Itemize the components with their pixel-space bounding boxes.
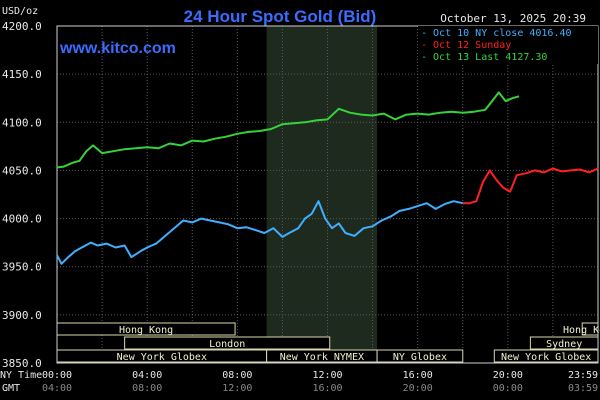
series-line-2 <box>56 91 520 169</box>
y-tick-label: 4000.0 <box>2 213 42 226</box>
x-tick-label-ny: 16:00 <box>403 370 433 381</box>
series-lines <box>56 91 599 265</box>
x-tick-label-gmt: 12:00 <box>222 383 252 394</box>
x-tick-label-ny: 23:59 <box>568 370 598 381</box>
y-tick-label: 3850.0 <box>2 357 42 370</box>
x-tick-label-gmt: 04:00 <box>42 383 72 394</box>
y-tick-label: 4100.0 <box>2 116 42 129</box>
x-tick-label-gmt: 20:00 <box>403 383 433 394</box>
x-tick-label-ny: 12:00 <box>312 370 342 381</box>
series-line-0 <box>56 200 464 265</box>
y-tick-label: 3950.0 <box>2 261 42 274</box>
x-tick-label-ny: 08:00 <box>222 370 252 381</box>
y-tick-label: 4200.0 <box>2 20 42 33</box>
plot-frame <box>56 25 599 364</box>
y-tick-label: 4150.0 <box>2 68 42 81</box>
legend: - Oct 10 NY close 4016.40- Oct 12 Sunday… <box>418 26 598 64</box>
session-label: New York NYMEX <box>280 352 364 363</box>
x-tick-labels: NY Time GMT 00:00 04:00 04:00 08:00 08:00 12:00… <box>0 370 598 394</box>
x-tick-label-gmt: 16:00 <box>312 383 342 394</box>
session-label: Hong Kong <box>119 325 173 336</box>
session-box <box>124 336 331 350</box>
nymex-shaded-region <box>266 26 378 363</box>
session-label: London <box>209 339 245 350</box>
x-tick-label-gmt: 00:00 <box>493 383 523 394</box>
session-box <box>376 349 464 363</box>
x-axis-gmt-label: GMT <box>2 383 20 394</box>
trading-sessions: Hong Kong Hong Kong London Sydney New York G… <box>56 322 600 363</box>
x-tick-label-gmt: 03:59 <box>568 383 598 394</box>
watermark: www.kitco.com <box>59 40 176 57</box>
legend-entry: - Oct 13 Last 4127.30 <box>421 52 547 63</box>
chart-title: 24 Hour Spot Gold (Bid) <box>184 7 377 26</box>
session-label: New York Globex <box>117 352 207 363</box>
y-tick-label: 3900.0 <box>2 309 42 322</box>
timestamp: October 13, 2025 20:39 <box>440 12 586 25</box>
session-label: NY Globex <box>393 352 447 363</box>
y-tick-label: 4050.0 <box>2 164 42 177</box>
session-label: Sydney <box>546 339 582 350</box>
session-label: New York Globex <box>501 352 591 363</box>
legend-box <box>418 26 598 64</box>
x-tick-label-ny: 20:00 <box>493 370 523 381</box>
x-tick-label-ny: 00:00 <box>42 370 72 381</box>
session-label: Hong Kong <box>563 325 600 336</box>
series-line-1 <box>462 167 599 205</box>
x-tick-label-ny: 04:00 <box>132 370 162 381</box>
y-axis-unit-label: USD/oz <box>2 6 38 17</box>
x-axis-ny-label: NY Time <box>0 370 42 381</box>
x-tick-label-gmt: 08:00 <box>132 383 162 394</box>
y-tick-labels: 4200.0 4150.0 4100.0 4050.0 4000.0 3950.0 3900… <box>2 20 42 370</box>
legend-entry: - Oct 12 Sunday <box>421 40 511 51</box>
legend-entry: - Oct 10 NY close 4016.40 <box>421 28 572 39</box>
